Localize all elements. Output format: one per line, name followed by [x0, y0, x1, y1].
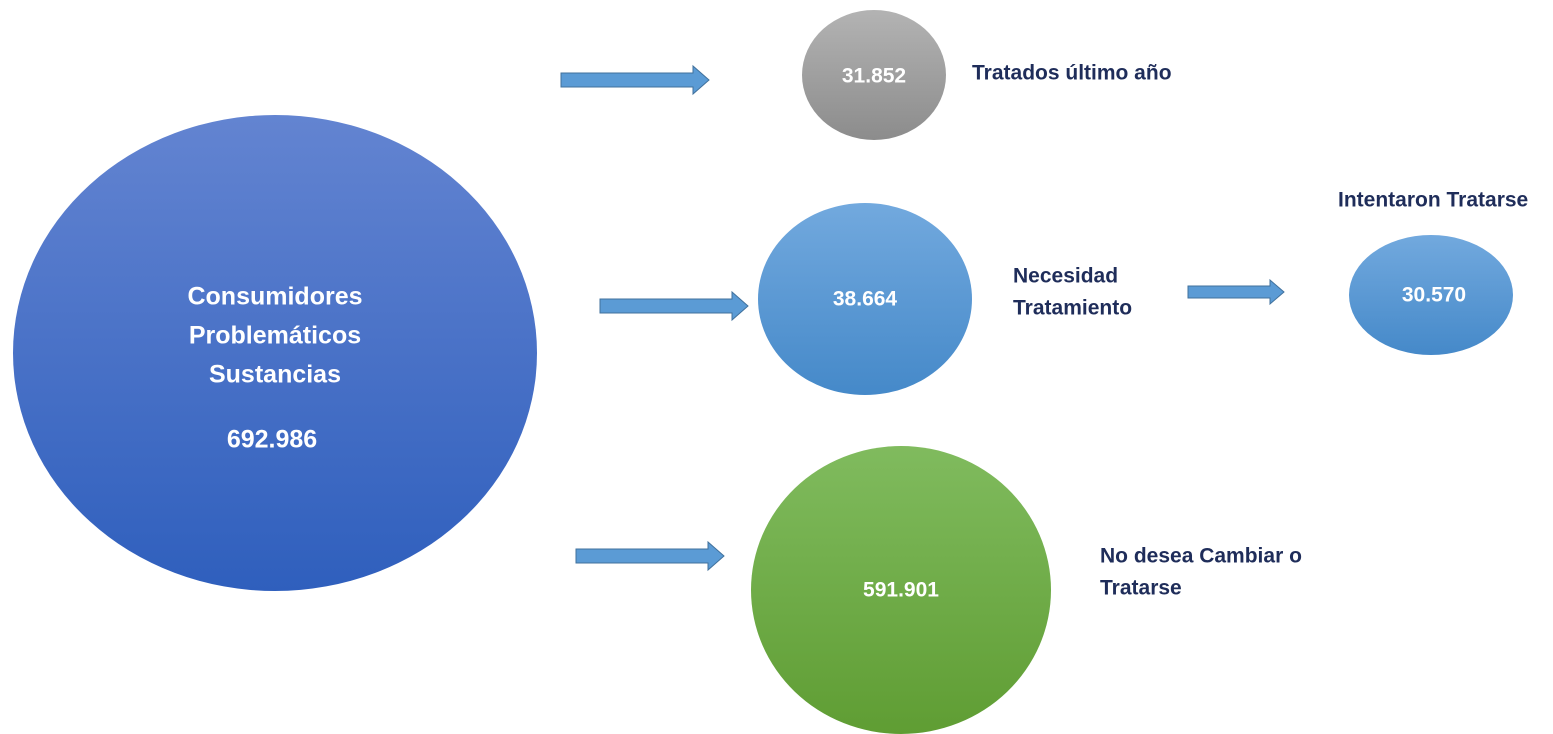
- node-circle: [751, 446, 1051, 734]
- node-circle: [802, 10, 946, 140]
- node-caption: Tratarse: [1100, 577, 1182, 600]
- arrow: [599, 290, 749, 322]
- node-caption: Intentaron Tratarse: [1338, 189, 1528, 212]
- node-caption: Tratados último año: [972, 62, 1172, 85]
- arrow: [1187, 278, 1285, 306]
- node-caption: Necesidad: [1013, 265, 1118, 288]
- node-caption: Tratamiento: [1013, 297, 1132, 320]
- node-value: 591.901: [863, 579, 939, 602]
- node-value: 692.986: [227, 426, 317, 454]
- node-label: Problemáticos: [189, 322, 361, 350]
- node-value: 31.852: [842, 65, 906, 88]
- node-label: Consumidores: [187, 283, 362, 311]
- arrow: [575, 540, 725, 572]
- node-caption: No desea Cambiar o: [1100, 545, 1302, 568]
- node-circle: [1349, 235, 1513, 355]
- node-circle: [13, 115, 537, 591]
- node-value: 38.664: [833, 288, 898, 311]
- node-label: Sustancias: [209, 361, 341, 389]
- arrow: [560, 64, 710, 96]
- node-circle: [758, 203, 972, 395]
- node-value: 30.570: [1402, 284, 1466, 307]
